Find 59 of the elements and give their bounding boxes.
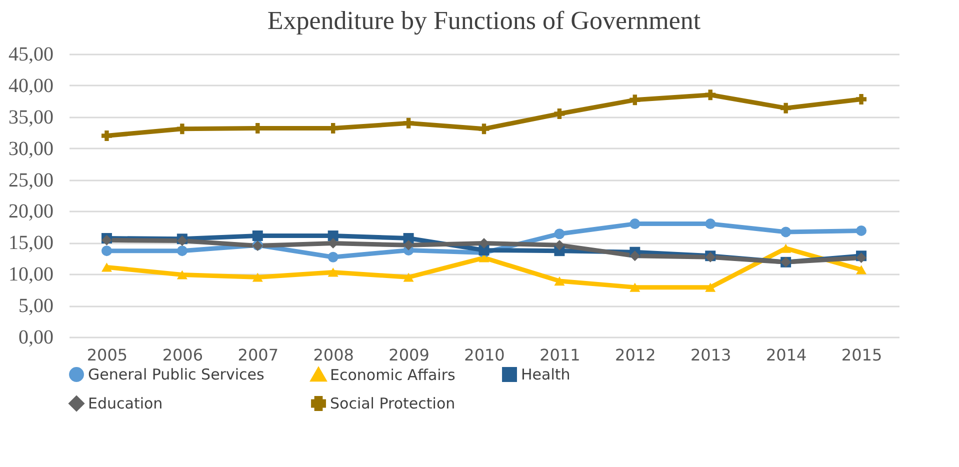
point (252, 272, 263, 282)
point (554, 108, 565, 119)
legend-label: Education (88, 394, 163, 412)
y-tick-label: 20,00 (8, 200, 54, 223)
x-tick-label: 2012 (615, 346, 656, 364)
x-tick-label: 2010 (464, 346, 505, 364)
y-tick-label: 0,00 (18, 326, 54, 348)
point (780, 226, 792, 238)
y-tick-label: 10,00 (8, 264, 54, 286)
point (252, 230, 263, 241)
legend-label: General Public Services (88, 366, 264, 384)
point (101, 130, 112, 141)
point (554, 228, 565, 240)
point (101, 246, 112, 256)
point (856, 94, 867, 105)
point (403, 272, 414, 282)
x-tick-label: 2006 (162, 346, 204, 364)
legend-label: Economic Affairs (330, 366, 456, 384)
x-tick-label: 2014 (766, 346, 807, 364)
point (705, 282, 716, 292)
point (176, 124, 188, 134)
point (328, 268, 338, 277)
x-tick-label: 2015 (841, 346, 882, 364)
point (328, 230, 338, 241)
y-tick-label: 15,00 (8, 232, 54, 254)
point (101, 262, 112, 272)
y-tick-label: 45,00 (8, 44, 54, 66)
legend-label: Health (521, 366, 570, 384)
x-tick-label: 2013 (690, 346, 732, 364)
point (554, 276, 565, 286)
x-tick-label: 2008 (313, 346, 354, 364)
x-tick-label: 2009 (388, 346, 430, 364)
point (780, 244, 792, 253)
chart-title: Expenditure by Functions of Government (267, 6, 702, 35)
point (705, 218, 716, 230)
x-tick-label: 2005 (86, 346, 128, 364)
point (856, 265, 867, 274)
y-tick-label: 25,00 (8, 169, 54, 192)
point (856, 225, 867, 236)
point (705, 90, 716, 100)
point (630, 282, 640, 292)
y-tick-label: 30,00 (8, 138, 54, 160)
legend-label: Social Protection (330, 394, 456, 412)
point (630, 218, 640, 230)
point (630, 250, 640, 262)
point (554, 240, 565, 250)
point (780, 102, 792, 114)
point (176, 246, 188, 256)
x-tick-label: 2011 (540, 346, 580, 364)
point (403, 240, 414, 250)
point (328, 252, 338, 262)
point (630, 94, 640, 106)
point (403, 118, 414, 128)
x-tick-label: 2007 (238, 346, 278, 364)
y-tick-label: 35,00 (8, 106, 54, 128)
point (176, 270, 188, 280)
y-tick-label: 40,00 (8, 74, 54, 97)
point (478, 124, 490, 134)
y-tick-label: 5,00 (18, 295, 54, 318)
